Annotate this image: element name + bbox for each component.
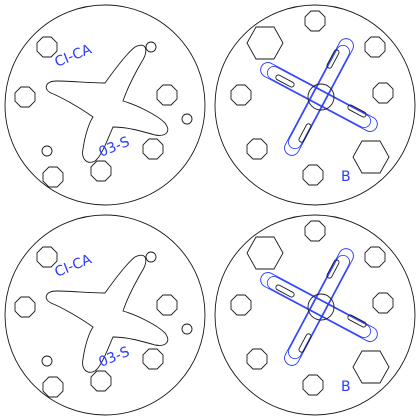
mask-label: B bbox=[341, 169, 351, 185]
octagon-hole bbox=[302, 374, 324, 396]
octagon-hole bbox=[90, 370, 112, 392]
hexagon-hole bbox=[246, 26, 284, 60]
slot bbox=[298, 333, 312, 353]
octagon-hole bbox=[304, 10, 326, 32]
stamp-drawing: CI-CA 03-S bbox=[4, 4, 206, 206]
round-hole bbox=[41, 355, 53, 367]
hexagon-hole bbox=[246, 236, 284, 270]
octagon-hole bbox=[36, 36, 58, 58]
round-hole bbox=[145, 41, 157, 53]
slot bbox=[347, 314, 367, 328]
octagon-hole bbox=[230, 84, 252, 106]
octagon-hole bbox=[36, 246, 58, 268]
slot bbox=[326, 259, 340, 279]
slot bbox=[347, 104, 367, 118]
outer-circle bbox=[4, 4, 206, 206]
hexagon-hole bbox=[352, 140, 390, 174]
top-label: CI-CA bbox=[53, 251, 95, 280]
octagon-hole bbox=[142, 348, 164, 370]
slot bbox=[298, 123, 312, 143]
octagon-hole bbox=[142, 138, 164, 160]
stamp-drawing: CI-CA 03-S bbox=[4, 214, 206, 416]
octagon-hole bbox=[304, 220, 326, 242]
center-hole bbox=[307, 83, 335, 111]
slot bbox=[326, 49, 340, 69]
octagon-hole bbox=[156, 294, 178, 316]
octagon-hole bbox=[90, 160, 112, 182]
bottom-label: 03-S bbox=[97, 134, 133, 161]
mask-label: B bbox=[341, 379, 351, 395]
slot bbox=[275, 284, 295, 298]
octagon-hole bbox=[14, 296, 36, 318]
outer-circle bbox=[4, 214, 206, 416]
octagon-hole bbox=[14, 86, 36, 108]
octagon-hole bbox=[230, 294, 252, 316]
octagon-hole bbox=[42, 166, 64, 188]
outer-circle bbox=[214, 4, 416, 206]
octagon-hole bbox=[364, 36, 386, 58]
round-hole bbox=[145, 251, 157, 263]
octagon-hole bbox=[372, 292, 394, 314]
top-label: CI-CA bbox=[53, 41, 95, 70]
octagon-hole bbox=[246, 138, 268, 160]
octagon-hole bbox=[372, 82, 394, 104]
round-hole bbox=[181, 113, 193, 125]
bottom-label: 03-S bbox=[97, 344, 133, 371]
octagon-hole bbox=[364, 246, 386, 268]
octagon-hole bbox=[156, 84, 178, 106]
outer-circle bbox=[214, 214, 416, 416]
center-hole bbox=[307, 293, 335, 321]
cross-inner-outline bbox=[264, 252, 374, 362]
octagon-hole bbox=[246, 348, 268, 370]
round-hole bbox=[181, 323, 193, 335]
octagon-hole bbox=[42, 376, 64, 398]
slot bbox=[275, 74, 295, 88]
mask-drawing: B bbox=[214, 214, 416, 416]
round-hole bbox=[41, 145, 53, 157]
octagon-hole bbox=[302, 164, 324, 186]
mask-drawing: B bbox=[214, 4, 416, 206]
cross-inner-outline bbox=[264, 42, 374, 152]
hexagon-hole bbox=[352, 350, 390, 384]
